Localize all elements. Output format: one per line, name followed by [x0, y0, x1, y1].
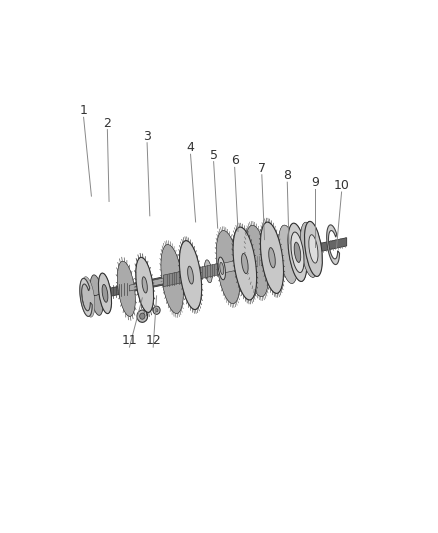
- Ellipse shape: [233, 227, 257, 300]
- Ellipse shape: [269, 248, 275, 268]
- Ellipse shape: [304, 221, 322, 277]
- Ellipse shape: [153, 306, 160, 314]
- Ellipse shape: [90, 275, 103, 316]
- Ellipse shape: [294, 242, 301, 262]
- Polygon shape: [82, 273, 112, 317]
- Text: 6: 6: [231, 155, 239, 167]
- Ellipse shape: [161, 245, 183, 313]
- Polygon shape: [163, 263, 218, 287]
- Polygon shape: [218, 259, 245, 274]
- Ellipse shape: [300, 222, 318, 277]
- Text: 10: 10: [334, 179, 350, 192]
- Ellipse shape: [99, 273, 112, 313]
- Ellipse shape: [142, 277, 147, 293]
- Text: 3: 3: [143, 130, 151, 143]
- Ellipse shape: [291, 232, 304, 272]
- Text: 4: 4: [187, 141, 194, 154]
- Ellipse shape: [205, 260, 212, 282]
- Polygon shape: [117, 257, 154, 316]
- Text: 11: 11: [122, 334, 137, 347]
- Ellipse shape: [180, 241, 201, 310]
- Ellipse shape: [261, 222, 283, 293]
- Ellipse shape: [140, 313, 145, 319]
- Ellipse shape: [309, 235, 318, 263]
- Text: 7: 7: [258, 162, 266, 175]
- Ellipse shape: [218, 257, 226, 280]
- Text: 8: 8: [283, 169, 291, 182]
- Polygon shape: [80, 278, 92, 317]
- Polygon shape: [245, 222, 283, 296]
- Polygon shape: [216, 227, 257, 303]
- Polygon shape: [205, 257, 226, 282]
- Ellipse shape: [137, 310, 148, 322]
- Text: 12: 12: [145, 334, 161, 347]
- Ellipse shape: [288, 223, 307, 281]
- Ellipse shape: [102, 285, 108, 302]
- Ellipse shape: [245, 225, 268, 296]
- Text: 9: 9: [311, 176, 319, 189]
- Ellipse shape: [187, 266, 194, 284]
- Ellipse shape: [279, 225, 297, 284]
- Ellipse shape: [242, 253, 248, 273]
- Polygon shape: [84, 238, 346, 302]
- Polygon shape: [130, 278, 163, 291]
- Ellipse shape: [220, 262, 224, 274]
- Text: 5: 5: [210, 149, 218, 161]
- Ellipse shape: [155, 309, 158, 312]
- Polygon shape: [279, 223, 307, 284]
- Text: 1: 1: [80, 104, 88, 117]
- Ellipse shape: [117, 261, 135, 316]
- Ellipse shape: [136, 257, 154, 312]
- Polygon shape: [300, 221, 322, 277]
- Ellipse shape: [216, 231, 240, 303]
- Polygon shape: [161, 241, 201, 313]
- Text: 2: 2: [103, 117, 111, 130]
- Polygon shape: [327, 225, 339, 264]
